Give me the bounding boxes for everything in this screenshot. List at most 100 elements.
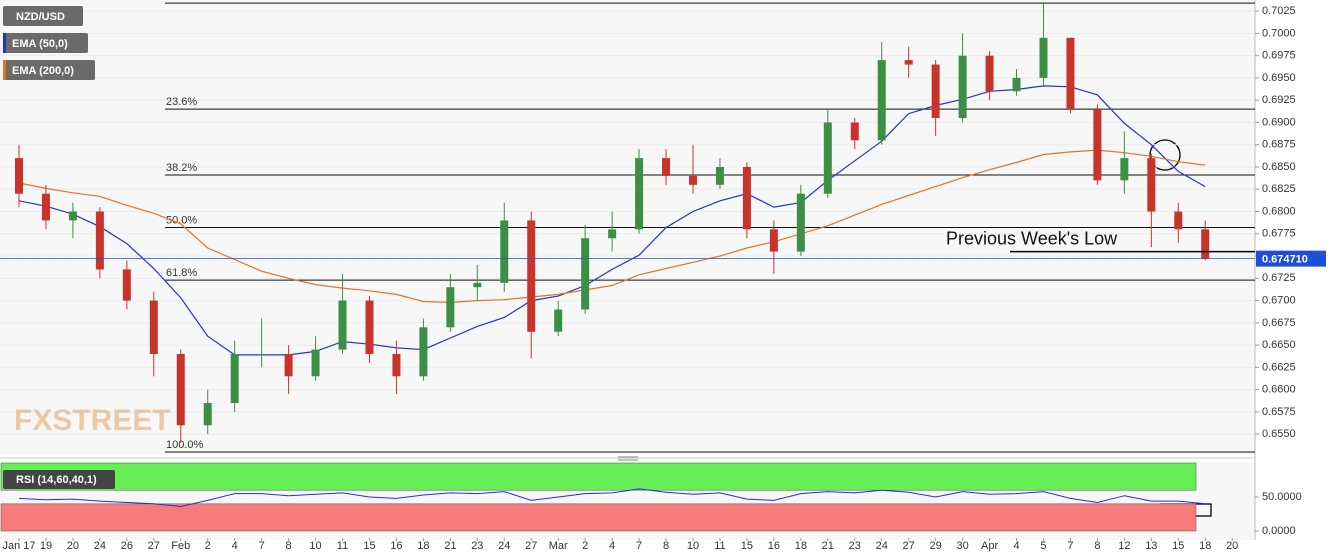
- y-tick-label: 0.6725: [1262, 272, 1296, 284]
- candle-body: [689, 175, 697, 185]
- candle-body: [311, 349, 320, 377]
- x-tick-label: 19: [40, 540, 52, 552]
- candle-body: [662, 158, 671, 176]
- y-tick-label: 0.6950: [1262, 72, 1296, 84]
- legend-label: EMA (50,0): [12, 38, 68, 50]
- candle-body: [985, 55, 994, 92]
- x-tick-label: 23: [849, 540, 861, 552]
- x-tick-label: 2: [582, 540, 588, 552]
- x-tick-label: 29: [930, 540, 942, 552]
- x-tick-label: 13: [1145, 540, 1157, 552]
- x-tick-label: 23: [471, 540, 483, 552]
- x-tick-label: 21: [822, 540, 834, 552]
- watermark: FXSTREET: [14, 404, 171, 437]
- x-tick-label: 27: [903, 540, 915, 552]
- candle-body: [1093, 109, 1102, 181]
- y-tick-label: 0.6575: [1262, 406, 1296, 418]
- x-tick-label: 18: [417, 540, 429, 552]
- candle-body: [635, 158, 644, 230]
- candle-body: [230, 354, 239, 404]
- highlight-circle: [1149, 139, 1181, 171]
- y-tick-label: 0.7000: [1262, 27, 1296, 39]
- x-tick-label: 2: [205, 540, 211, 552]
- candle-body: [796, 193, 805, 252]
- x-tick-label: 24: [94, 540, 106, 552]
- candle-body: [419, 327, 428, 377]
- last-price-box: [1256, 250, 1326, 267]
- legend-swatch: [3, 60, 6, 80]
- y-tick-label: 0.6675: [1262, 317, 1296, 329]
- y-tick-label: 0.6975: [1262, 50, 1296, 62]
- x-tick-label: 15: [363, 540, 375, 552]
- last-price-label: 0.674710: [1262, 254, 1308, 266]
- x-tick-label: 18: [795, 540, 807, 552]
- y-tick-label: 0.6775: [1262, 228, 1296, 240]
- candle-body: [527, 220, 536, 332]
- fib-label: 50.0%: [166, 214, 197, 226]
- candle-body: [958, 55, 967, 119]
- candle-body: [68, 211, 77, 221]
- x-tick-label: 11: [337, 540, 348, 552]
- x-tick-label: 5: [1040, 540, 1046, 552]
- x-tick-label: 7: [259, 540, 265, 552]
- x-tick-label: 7: [1067, 540, 1073, 552]
- x-tick-label: Jan 17: [2, 540, 35, 552]
- x-tick-label: 15: [1172, 540, 1184, 552]
- candle-body: [95, 211, 104, 270]
- y-tick-label: 0.6900: [1262, 116, 1296, 128]
- x-tick-label: 16: [390, 540, 402, 552]
- candle-body: [1066, 37, 1075, 110]
- x-tick-label: 4: [232, 540, 238, 552]
- legend-title: NZD/USD: [16, 11, 65, 23]
- x-tick-label: 18: [1199, 540, 1211, 552]
- rsi-band: [0, 503, 1197, 532]
- fib-label: 61.8%: [166, 267, 197, 279]
- annotation-text: Previous Week's Low: [946, 228, 1118, 248]
- fib-label: 100.0%: [166, 439, 204, 451]
- y-tick-label: 0.6700: [1262, 294, 1296, 306]
- y-tick-label: 0.6800: [1262, 205, 1296, 217]
- candle-body: [392, 354, 401, 377]
- candle-body: [904, 60, 913, 65]
- candle-body: [931, 64, 940, 119]
- x-tick-label: 16: [768, 540, 780, 552]
- candle-body: [122, 269, 131, 301]
- y-tick-label: 0.6600: [1262, 384, 1296, 396]
- x-tick-label: 10: [309, 540, 321, 552]
- candle-body: [257, 354, 266, 356]
- candle-body: [1201, 229, 1210, 259]
- y-tick-label: 0.7025: [1262, 5, 1296, 17]
- candle-body: [446, 287, 455, 328]
- candle-body: [1012, 77, 1021, 92]
- x-tick-label: Feb: [171, 540, 190, 552]
- y-tick-label: 0.6650: [1262, 339, 1296, 351]
- y-tick-label: 0.6825: [1262, 183, 1296, 195]
- candle-body: [1147, 158, 1156, 212]
- y-tick-label: 0.6925: [1262, 94, 1296, 106]
- candle-body: [554, 309, 563, 332]
- x-tick-label: 20: [67, 540, 79, 552]
- candle-body: [742, 166, 751, 230]
- candle-body: [769, 229, 778, 252]
- x-tick-label: 27: [525, 540, 537, 552]
- x-tick-label: Mar: [549, 540, 568, 552]
- x-tick-label: 20: [1226, 540, 1238, 552]
- legend-box: [3, 33, 88, 53]
- candle-body: [338, 300, 347, 350]
- candle-body: [176, 354, 185, 426]
- x-tick-label: 30: [956, 540, 968, 552]
- x-tick-label: 8: [286, 540, 292, 552]
- x-tick-label: 26: [121, 540, 133, 552]
- rsi-band: [0, 462, 1197, 491]
- candle-body: [500, 220, 509, 283]
- candle-body: [473, 282, 482, 288]
- candle-body: [41, 193, 50, 221]
- legend-swatch: [3, 33, 6, 53]
- y-tick-label: 0.6625: [1262, 361, 1296, 373]
- x-tick-label: 11: [714, 540, 725, 552]
- x-tick-label: 8: [663, 540, 669, 552]
- x-tick-label: 10: [687, 540, 699, 552]
- y-tick-label: 0.6850: [1262, 161, 1296, 173]
- x-tick-label: 8: [1094, 540, 1100, 552]
- x-tick-label: Apr: [981, 540, 998, 552]
